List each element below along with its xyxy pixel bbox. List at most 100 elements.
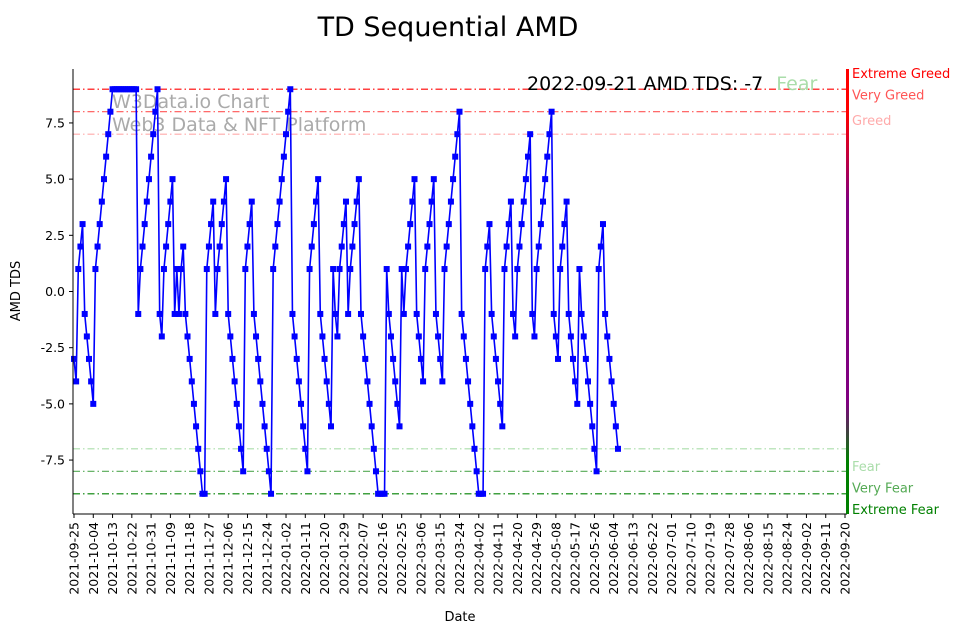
data-point: [546, 131, 553, 138]
data-point: [265, 468, 272, 475]
data-point: [548, 108, 555, 115]
data-point: [291, 333, 298, 340]
data-point: [574, 400, 581, 407]
x-tick-label: 2021-11-18: [182, 522, 197, 595]
axes: -7.5 -5.0 -2.5 0.0 2.5 5.0 7.5 2021-09-25 2021-1…: [41, 69, 853, 595]
data-point: [347, 266, 354, 273]
data-point: [368, 423, 375, 430]
data-point: [85, 355, 92, 362]
data-point: [514, 266, 521, 273]
data-point: [394, 400, 401, 407]
data-point: [135, 310, 142, 317]
data-point: [360, 333, 367, 340]
annotation-text: 2022-09-21 AMD TDS: -7 Fear: [527, 73, 817, 95]
data-point: [220, 198, 227, 205]
y-axis-label: AMD TDS: [9, 261, 24, 321]
x-tick-label: 2021-11-27: [201, 522, 216, 595]
data-point: [458, 310, 465, 317]
x-tick-label: 2022-02-07: [356, 522, 371, 595]
data-point: [227, 333, 234, 340]
data-point: [604, 333, 611, 340]
x-tick-label: 2022-07-10: [683, 522, 698, 595]
data-point: [178, 266, 185, 273]
watermark: W3Data.io Chart Web3 Data & NFT Platform: [112, 91, 366, 136]
data-point: [606, 355, 613, 362]
data-point: [492, 355, 499, 362]
data-point: [289, 310, 296, 317]
x-tick-label: 2021-10-22: [124, 522, 139, 595]
data-point: [214, 266, 221, 273]
data-point: [283, 131, 290, 138]
data-point: [332, 310, 339, 317]
annotation-status: Fear: [776, 73, 817, 95]
data-point: [510, 310, 517, 317]
level-label-extreme-greed: Extreme Greed: [852, 67, 950, 82]
data-point: [263, 445, 270, 452]
data-point: [593, 468, 600, 475]
data-point: [400, 310, 407, 317]
data-point: [595, 266, 602, 273]
x-tick-label: 2022-03-24: [452, 522, 467, 595]
y-tick-label: 7.5: [45, 115, 65, 130]
x-tick-label: 2022-04-11: [491, 522, 506, 595]
data-point: [218, 221, 225, 228]
data-point: [190, 400, 197, 407]
sentiment-gradient-bar: [846, 69, 849, 514]
data-point: [223, 176, 230, 183]
data-point: [599, 221, 606, 228]
level-label-fear: Fear: [852, 460, 881, 475]
data-point: [366, 400, 373, 407]
data-point: [396, 423, 403, 430]
data-point: [495, 378, 502, 385]
x-tick-label: 2022-09-20: [838, 522, 853, 595]
data-point: [542, 176, 549, 183]
watermark-line-1: W3Data.io Chart: [112, 91, 269, 113]
data-point: [259, 400, 266, 407]
data-point: [90, 400, 97, 407]
data-point: [349, 243, 356, 250]
data-point: [550, 310, 557, 317]
data-point: [139, 243, 146, 250]
x-tick-label: 2022-01-20: [317, 522, 332, 595]
data-point: [473, 468, 480, 475]
x-tick-label: 2022-07-19: [703, 522, 718, 595]
data-point: [430, 176, 437, 183]
data-point: [345, 310, 352, 317]
data-point: [143, 198, 150, 205]
x-tick-label: 2021-12-15: [240, 522, 255, 595]
data-point: [293, 355, 300, 362]
data-point: [544, 153, 551, 160]
data-point: [602, 310, 609, 317]
data-point: [525, 153, 532, 160]
data-point: [302, 445, 309, 452]
data-point: [351, 221, 358, 228]
data-point: [270, 266, 277, 273]
data-point: [480, 490, 487, 497]
data-point: [313, 198, 320, 205]
data-point: [445, 221, 452, 228]
data-point: [462, 355, 469, 362]
data-point: [580, 333, 587, 340]
x-tick-label: 2022-03-15: [433, 522, 448, 595]
data-point: [398, 266, 405, 273]
data-point: [415, 333, 422, 340]
data-point: [208, 221, 215, 228]
data-point: [167, 198, 174, 205]
data-point: [572, 378, 579, 385]
data-point: [411, 176, 418, 183]
y-tick-label: -2.5: [41, 340, 65, 355]
data-point: [233, 400, 240, 407]
data-point: [165, 221, 172, 228]
data-point: [587, 400, 594, 407]
data-point: [482, 266, 489, 273]
x-tick-label: 2022-06-13: [625, 522, 640, 595]
data-point: [195, 445, 202, 452]
series-area: [71, 86, 621, 497]
x-tick-label: 2021-11-09: [163, 522, 178, 595]
data-point: [527, 131, 534, 138]
x-tick-label: 2021-10-13: [105, 522, 120, 595]
data-point: [160, 266, 167, 273]
y-tick-label: 0.0: [45, 284, 65, 299]
data-point: [437, 355, 444, 362]
